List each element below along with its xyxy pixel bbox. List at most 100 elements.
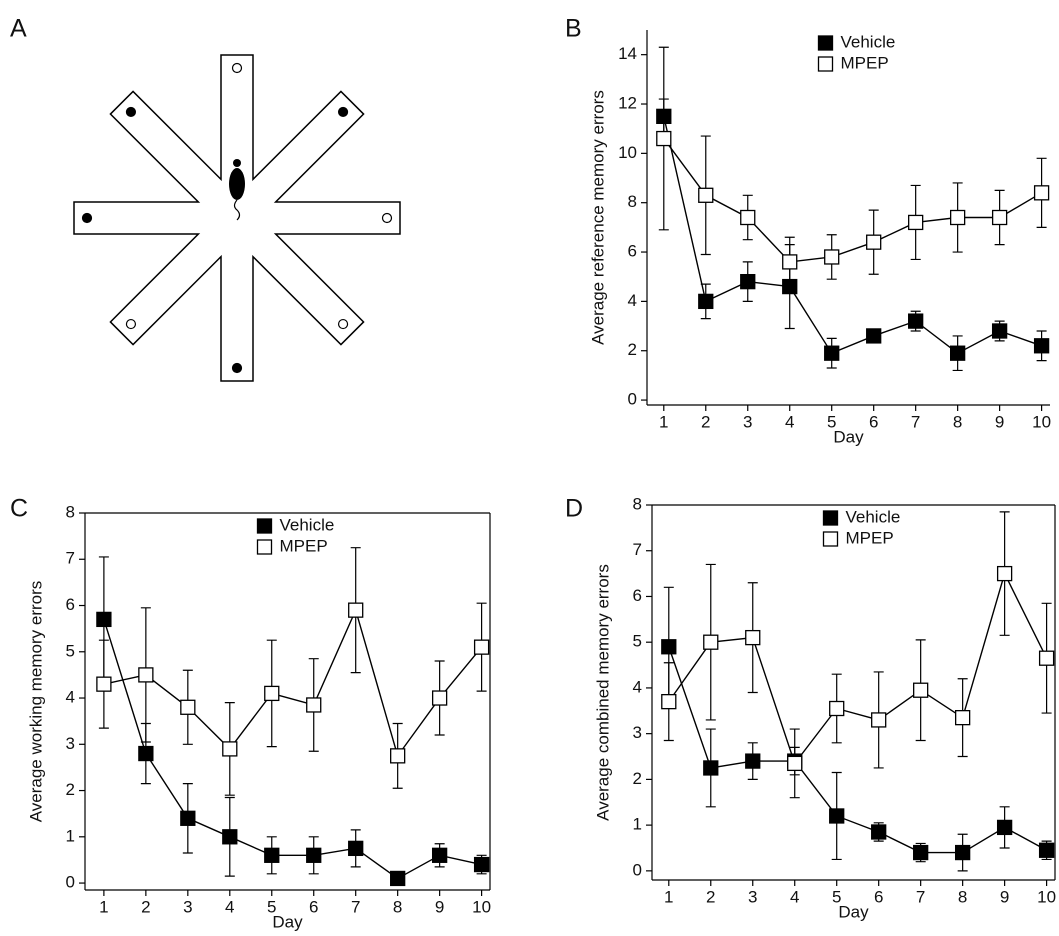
marker — [991, 209, 1008, 226]
x-tick-label: 9 — [995, 412, 1004, 431]
marker — [698, 293, 714, 310]
empty-well — [231, 62, 243, 74]
x-tick-label: 4 — [225, 897, 234, 916]
x-tick-label: 1 — [664, 887, 673, 906]
marker — [96, 611, 112, 628]
marker — [703, 634, 719, 650]
x-tick-label: 5 — [827, 412, 836, 431]
baited-well — [125, 106, 137, 118]
marker — [348, 840, 364, 857]
marker — [871, 824, 887, 840]
marker — [787, 755, 803, 772]
x-tick-label: 1 — [659, 412, 668, 431]
x-tick-label: 8 — [958, 887, 967, 906]
marker — [661, 693, 677, 710]
x-tick-label: 5 — [832, 887, 841, 906]
marker — [829, 700, 845, 717]
marker — [698, 187, 714, 203]
marker — [1033, 185, 1050, 201]
x-tick-label: 10 — [1037, 887, 1056, 906]
y-tick-label: 4 — [633, 677, 642, 696]
marker — [138, 667, 154, 683]
legend-swatch — [822, 531, 839, 547]
legend-swatch — [256, 518, 273, 534]
marker — [824, 249, 840, 265]
marker — [740, 273, 756, 290]
x-tick-label: 4 — [785, 412, 794, 431]
x-axis-label: Day — [838, 902, 869, 921]
marker — [138, 745, 154, 762]
panel-label: D — [565, 495, 583, 523]
y-axis-label: Average working memory errors — [26, 581, 45, 823]
y-tick-label: 1 — [633, 815, 642, 834]
y-tick-label: 6 — [66, 595, 75, 614]
marker — [991, 323, 1008, 339]
legend-swatch — [256, 539, 273, 555]
y-tick-label: 3 — [633, 723, 642, 742]
marker — [740, 209, 756, 226]
x-tick-label: 1 — [99, 897, 108, 916]
marker — [656, 130, 672, 147]
marker — [180, 699, 196, 715]
x-tick-label: 5 — [267, 897, 276, 916]
y-tick-label: 8 — [633, 494, 642, 513]
x-tick-label: 3 — [743, 412, 752, 431]
marker — [1038, 842, 1055, 858]
y-tick-label: 3 — [66, 734, 75, 753]
marker — [703, 760, 719, 776]
y-axis-label: Average reference memory errors — [588, 90, 607, 345]
radial-maze — [73, 54, 401, 382]
marker — [782, 278, 798, 295]
baited-well — [81, 212, 93, 224]
baited-well — [231, 362, 243, 374]
y-tick-label: 0 — [66, 873, 75, 892]
y-tick-label: 2 — [66, 780, 75, 799]
marker — [431, 847, 448, 863]
series-line — [668, 571, 1048, 765]
y-tick-label: 1 — [66, 826, 75, 845]
marker — [1033, 338, 1050, 354]
legend-label: Vehicle — [841, 32, 896, 51]
legend-swatch — [817, 35, 834, 51]
marker — [656, 108, 672, 124]
marker — [180, 810, 196, 826]
x-tick-label: 7 — [916, 887, 925, 906]
marker — [996, 565, 1013, 582]
marker — [908, 214, 924, 231]
marker — [745, 753, 761, 769]
y-tick-label: 7 — [66, 549, 75, 568]
legend-label: MPEP — [846, 528, 894, 547]
series-line — [668, 646, 1047, 854]
empty-well — [125, 318, 137, 330]
x-tick-label: 6 — [309, 897, 318, 916]
legend-label: MPEP — [280, 536, 328, 555]
x-tick-label: 2 — [706, 887, 715, 906]
series-line — [103, 619, 482, 880]
y-tick-label: 0 — [628, 390, 637, 409]
y-tick-label: 12 — [618, 93, 637, 112]
y-tick-label: 0 — [633, 860, 642, 879]
series-line — [663, 116, 1042, 355]
legend-label: MPEP — [841, 53, 889, 72]
marker — [954, 710, 971, 726]
x-tick-label: 9 — [435, 897, 444, 916]
legend-swatch — [817, 56, 834, 72]
marker — [473, 856, 490, 873]
rat-head — [233, 159, 241, 167]
rat-tail — [233, 199, 241, 221]
marker — [871, 712, 887, 728]
marker — [954, 844, 971, 861]
y-tick-label: 5 — [633, 632, 642, 651]
y-tick-label: 4 — [628, 291, 637, 310]
y-tick-label: 6 — [633, 586, 642, 605]
rat-body — [229, 168, 245, 200]
x-tick-label: 8 — [953, 412, 962, 431]
y-tick-label: 4 — [66, 688, 75, 707]
marker — [222, 741, 238, 757]
marker — [913, 844, 929, 861]
marker — [222, 829, 238, 845]
x-axis-label: Day — [833, 427, 864, 446]
marker — [949, 345, 966, 361]
x-tick-label: 7 — [911, 412, 920, 431]
legend-label: Vehicle — [846, 507, 901, 526]
